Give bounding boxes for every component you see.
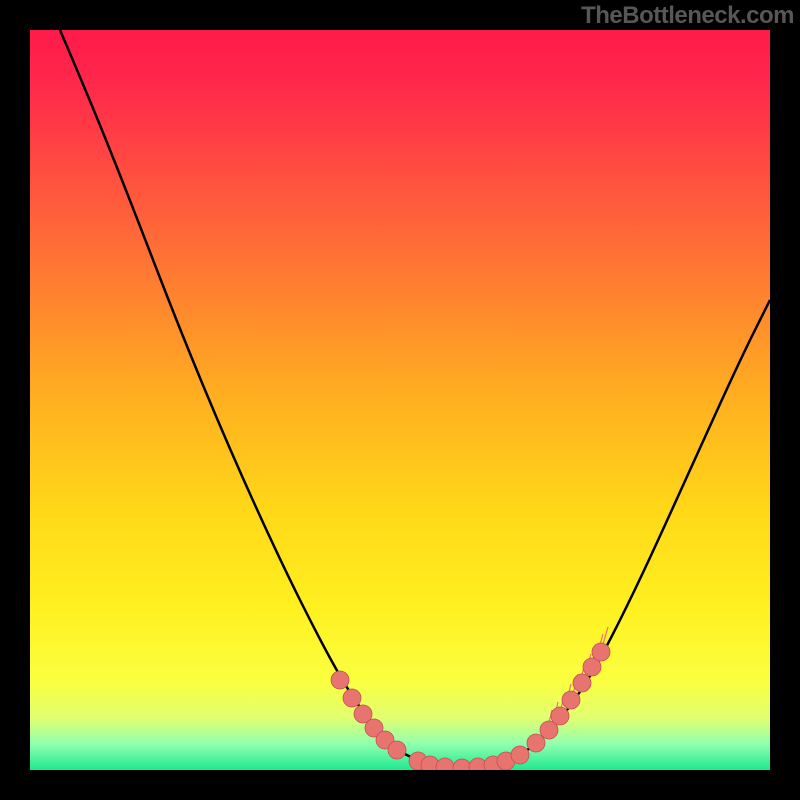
marker-dot: [551, 707, 569, 725]
bottleneck-chart: TheBottleneck.com: [0, 0, 800, 800]
marker-dot: [343, 689, 361, 707]
marker-dot: [388, 741, 406, 759]
marker-dot: [511, 746, 529, 764]
marker-dot: [331, 671, 349, 689]
marker-dot: [592, 643, 610, 661]
marker-dot: [562, 691, 580, 709]
marker-dot: [527, 734, 545, 752]
marker-dot: [573, 674, 591, 692]
watermark-text: TheBottleneck.com: [581, 2, 794, 30]
chart-svg: [0, 0, 800, 800]
gradient-background: [30, 30, 770, 770]
